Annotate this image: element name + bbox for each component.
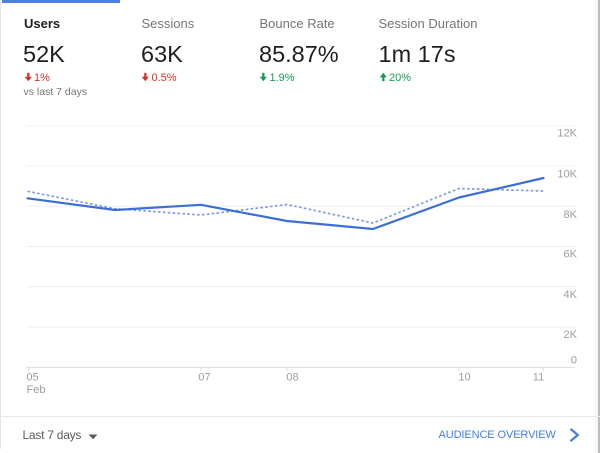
svg-text:8K: 8K [564, 209, 578, 221]
svg-text:08: 08 [286, 372, 298, 384]
svg-text:11: 11 [533, 372, 544, 384]
svg-text:12K: 12K [557, 128, 577, 140]
svg-text:10: 10 [458, 372, 470, 384]
svg-text:6K: 6K [564, 249, 578, 261]
svg-text:0: 0 [571, 354, 577, 366]
svg-text:4K: 4K [564, 289, 578, 301]
svg-text:05: 05 [26, 372, 38, 384]
svg-text:Feb: Feb [27, 384, 46, 396]
svg-text:2K: 2K [564, 329, 578, 341]
svg-text:07: 07 [198, 372, 210, 384]
svg-text:10K: 10K [557, 168, 577, 180]
